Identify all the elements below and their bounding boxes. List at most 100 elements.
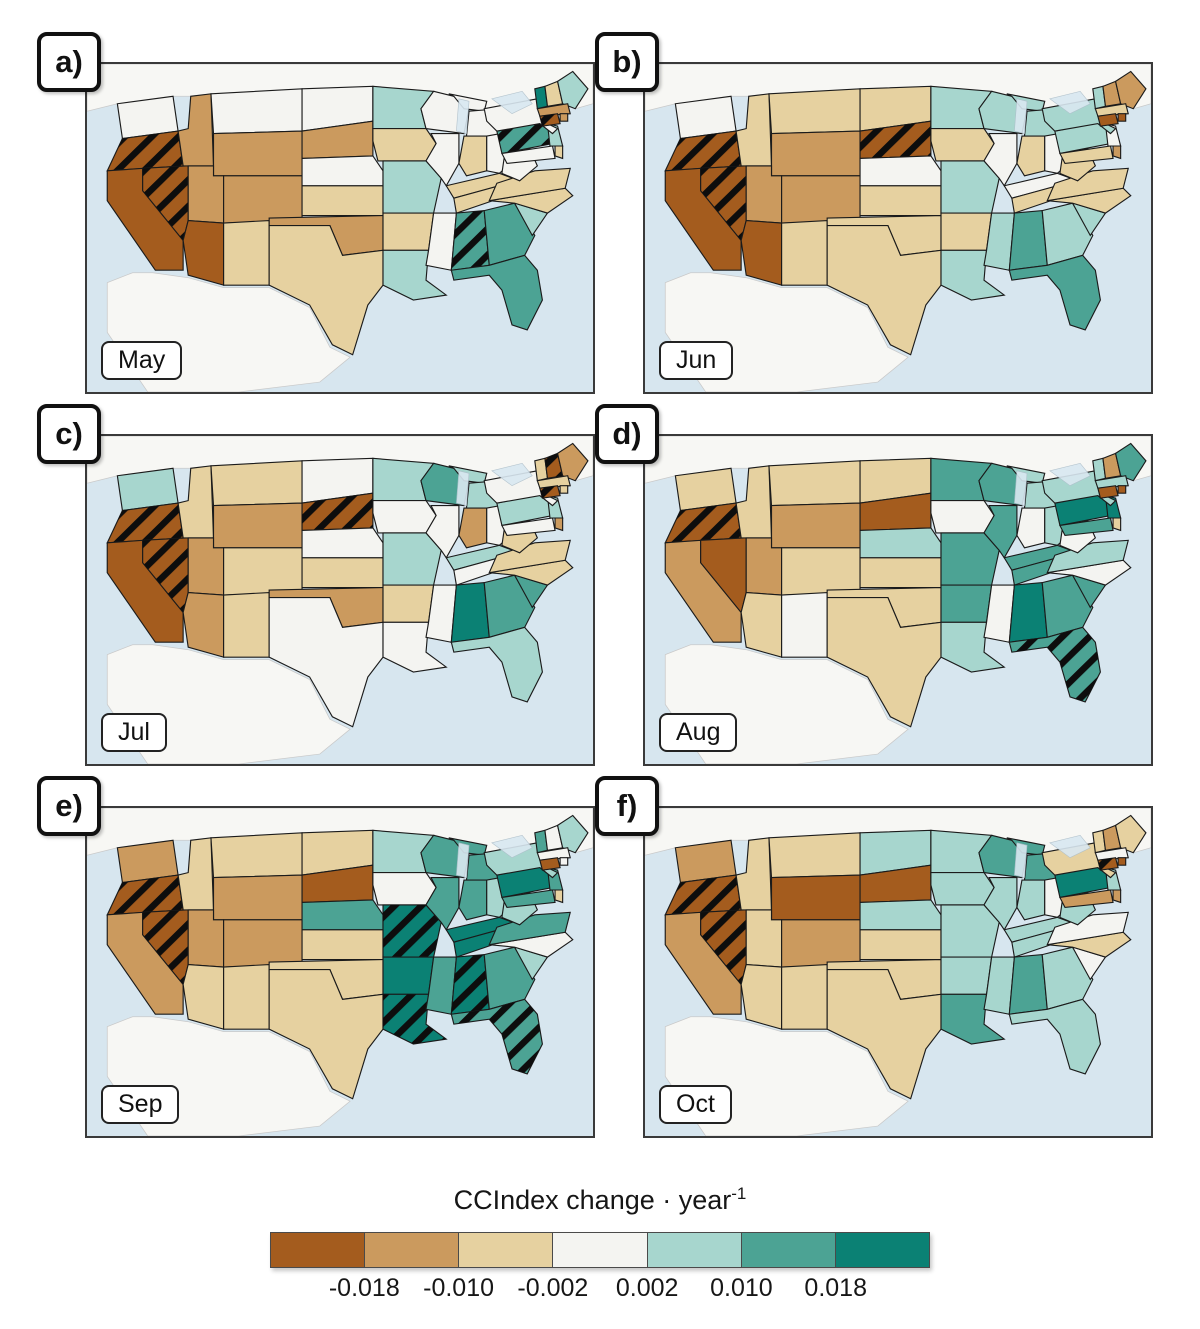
state-MS — [983, 956, 1016, 1015]
state-MT — [768, 832, 861, 879]
state-MS — [983, 212, 1016, 271]
month-label: Jun — [659, 341, 734, 380]
state-OR-hatch — [107, 503, 184, 543]
map-svg — [87, 436, 593, 764]
state-ME — [556, 442, 589, 482]
state-MD — [501, 145, 556, 164]
state-NE — [859, 899, 942, 931]
panel-b: b) Jun — [595, 32, 1153, 394]
state-MA — [1094, 475, 1129, 489]
state-NV-hatch — [700, 165, 747, 241]
us-map-may — [85, 62, 595, 394]
state-NM — [223, 591, 270, 658]
month-label: May — [101, 341, 183, 380]
state-MT — [210, 832, 303, 879]
state-CO — [781, 175, 861, 224]
state-KS — [301, 929, 384, 961]
state-RI — [559, 485, 569, 494]
state-GA — [1041, 574, 1094, 638]
state-TX — [268, 224, 384, 356]
colorbar-tick-0: -0.018 — [328, 1274, 400, 1302]
state-LA-hatch — [383, 994, 447, 1045]
colorbar-title-exponent: -1 — [731, 1184, 747, 1203]
state-NE — [301, 527, 384, 559]
state-IL — [425, 133, 460, 187]
colorbar-title: CCIndex change · year-1 — [453, 1184, 747, 1215]
colorbar-bin-0 — [270, 1232, 366, 1268]
state-AR — [382, 584, 435, 623]
colorbar-bin-5 — [740, 1232, 836, 1268]
state-KS — [301, 185, 384, 217]
state-TX — [268, 596, 384, 728]
state-AL — [450, 581, 490, 643]
colorbar-legend: CCIndex change · year-1 -0.018 -0.010 -0.0… — [0, 1184, 1200, 1314]
state-GA — [483, 574, 536, 638]
month-label: Oct — [659, 1085, 732, 1124]
state-RI — [559, 113, 569, 122]
us-map-sep — [85, 806, 595, 1138]
state-ME — [556, 70, 589, 110]
state-RI — [1117, 113, 1127, 122]
state-OR-hatch — [665, 131, 742, 171]
state-MO — [940, 904, 1000, 958]
state-KS — [859, 929, 942, 961]
state-MS — [983, 584, 1016, 643]
state-MT — [210, 460, 303, 507]
state-AR — [382, 956, 435, 995]
colorbar-tick-1: -0.010 — [423, 1274, 495, 1302]
state-IN — [1016, 507, 1046, 549]
us-map-jun — [643, 62, 1153, 394]
panel-e: e) Sep — [37, 776, 595, 1138]
figure-panels: a) May b) Jun c) Jul d) Aug e) Sep f) Oc… — [37, 32, 1153, 1138]
state-IL — [983, 505, 1018, 559]
state-IN — [458, 879, 488, 921]
state-MO-hatch — [383, 904, 442, 958]
state-CT — [1097, 485, 1119, 499]
state-GA — [483, 202, 536, 266]
state-IL — [983, 133, 1018, 187]
state-ME — [556, 814, 589, 854]
panel-letter-label: a) — [37, 32, 101, 92]
us-map-oct — [643, 806, 1153, 1138]
state-ME — [1114, 814, 1147, 854]
panel-f: f) Oct — [595, 776, 1153, 1138]
state-CT-hatch — [1097, 857, 1119, 871]
state-NV-hatch — [142, 537, 189, 613]
state-CO — [223, 919, 303, 968]
state-MA — [1094, 103, 1129, 117]
state-NM — [781, 963, 828, 1030]
state-IA — [930, 128, 995, 162]
state-AZ — [740, 963, 783, 1030]
month-label: Sep — [101, 1085, 180, 1124]
colorbar-bin-1 — [364, 1232, 460, 1268]
state-IA — [930, 872, 995, 906]
state-MT — [210, 88, 303, 135]
state-IN — [458, 135, 488, 177]
state-NH-hatch — [544, 453, 563, 479]
state-NE — [301, 899, 384, 931]
state-NE — [859, 155, 942, 187]
panel-a: a) May — [37, 32, 595, 394]
state-RI — [1117, 485, 1127, 494]
state-WY — [770, 874, 861, 921]
state-SD-hatch — [860, 121, 931, 159]
map-svg — [645, 808, 1151, 1136]
state-ME — [1114, 442, 1147, 482]
state-IN — [1016, 879, 1046, 921]
state-WY — [212, 502, 303, 549]
state-TX — [826, 224, 942, 356]
map-svg — [87, 64, 593, 392]
state-OR-hatch — [665, 503, 742, 543]
state-AL-hatch — [451, 954, 490, 1015]
state-FL-hatch — [1009, 627, 1101, 702]
state-NE — [301, 155, 384, 187]
state-KS — [859, 557, 942, 589]
state-OR-hatch — [107, 875, 184, 915]
state-AZ — [182, 963, 225, 1030]
state-MD — [501, 517, 556, 536]
state-CO — [781, 919, 861, 968]
state-GA — [483, 946, 536, 1010]
state-CO — [781, 547, 861, 596]
state-AL-hatch — [451, 210, 490, 271]
state-NV-hatch — [142, 165, 189, 241]
